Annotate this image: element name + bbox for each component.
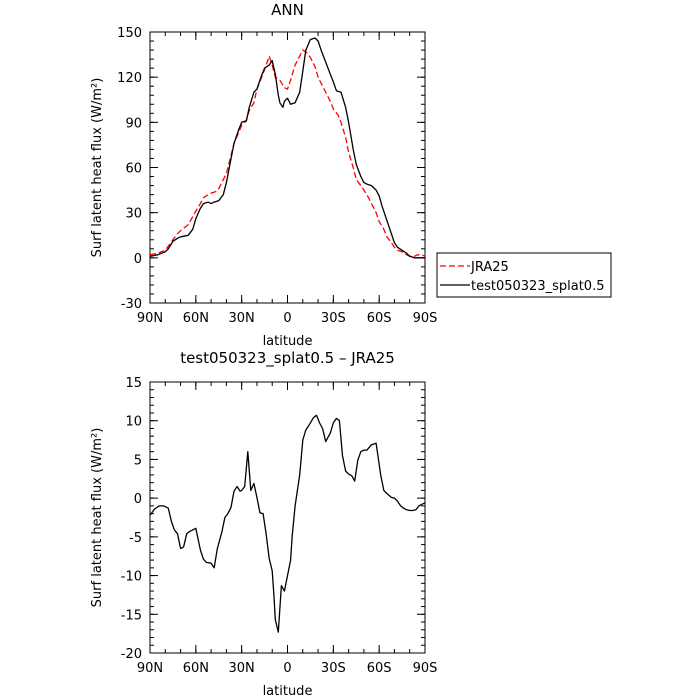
y-tick-label: 90	[125, 116, 142, 131]
x-tick-label: 90N	[137, 661, 163, 676]
y-tick-label: -15	[121, 608, 142, 623]
x-tick-label: 30S	[321, 661, 346, 676]
series-line-0	[149, 49, 426, 257]
chart-title: test050323_splat0.5 – JRA25	[180, 349, 395, 368]
y-axis-label: Surf latent heat flux (W/m²)	[90, 78, 105, 258]
y-tick-label: 0	[134, 252, 142, 267]
x-tick-label: 60S	[367, 661, 392, 676]
y-tick-label: 30	[125, 207, 142, 222]
x-tick-label: 90S	[413, 661, 438, 676]
x-tick-label: 60N	[183, 661, 209, 676]
bottom-chart-difference: -20 -15 -10 -5 0 5 10 15 90N 60N 30N 0 30S 60S 90S test…	[90, 349, 437, 699]
y-tick-label: 60	[125, 162, 142, 177]
y-tick-label: 150	[117, 26, 142, 41]
series-line-1	[149, 37, 425, 259]
legend-box	[436, 252, 612, 298]
legend: JRA25 test050323_splat0.5	[436, 252, 612, 298]
y-tick-label: -5	[129, 531, 142, 546]
x-axis-label: latitude	[263, 684, 313, 699]
plot-frame	[149, 31, 426, 304]
y-axis-label: Surf latent heat flux (W/m²)	[90, 428, 105, 608]
y-tick-label: -10	[121, 570, 142, 585]
legend-entry-label: JRA25	[470, 260, 509, 275]
y-tick-label: 5	[134, 453, 142, 468]
y-tick-label: -30	[121, 297, 142, 312]
x-tick-label: 30S	[321, 311, 346, 326]
chart-title: ANN	[271, 1, 304, 19]
x-tick-label: 60N	[183, 311, 209, 326]
y-tick-label: 10	[125, 415, 142, 430]
y-tick-label: 120	[117, 71, 142, 86]
x-tick-label: 60S	[367, 311, 392, 326]
x-tick-label: 30N	[229, 311, 255, 326]
plot-frame	[149, 381, 426, 654]
y-tick-label: 0	[134, 492, 142, 507]
top-chart-annual-latent-heat-flux: -30 0 30 60 90 120 150 90N 60N 30N 0 30S 60S 90S ANN la…	[90, 1, 612, 349]
x-tick-label: 0	[283, 661, 291, 676]
x-tick-label: 0	[283, 311, 291, 326]
x-axis-label: latitude	[263, 334, 313, 349]
y-tick-label: 15	[125, 376, 142, 391]
x-tick-label: 90N	[137, 311, 163, 326]
y-tick-label: -20	[121, 647, 142, 662]
x-tick-label: 90S	[413, 311, 438, 326]
series-line-0	[149, 414, 426, 633]
legend-entry-label: test050323_splat0.5	[471, 279, 604, 294]
x-tick-label: 30N	[229, 661, 255, 676]
